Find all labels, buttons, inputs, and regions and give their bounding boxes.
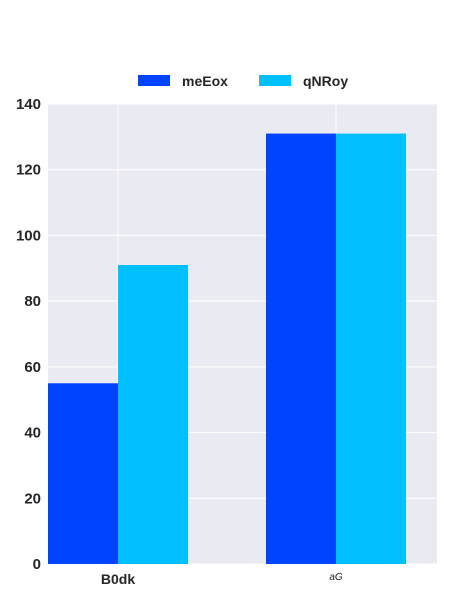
legend-label: qNRoy [303, 73, 348, 89]
legend-swatch-meEox [138, 75, 170, 86]
y-tick-label: 100 [16, 227, 41, 244]
legend: meEox qNRoy [138, 73, 348, 89]
y-tick-label: 0 [33, 556, 41, 573]
x-tick-label: aG [329, 572, 343, 583]
y-tick-label: 140 [16, 96, 41, 113]
y-tick-label: 60 [24, 359, 41, 376]
bars [48, 133, 406, 565]
y-tick-label: 20 [24, 490, 41, 507]
y-tick-label: 120 [16, 162, 41, 179]
legend-label: meEox [182, 73, 228, 89]
x-tick-label: B0dk [101, 571, 135, 587]
bar-qNRoy-aG [336, 133, 406, 565]
x-axis: B0dk aG [101, 571, 343, 587]
y-axis: 0 20 40 60 80 100 120 140 [16, 96, 41, 573]
bar-meEox-aG [266, 133, 336, 565]
y-tick-label: 40 [24, 425, 41, 442]
bar-meEox-B0dk [48, 383, 118, 564]
y-tick-label: 80 [24, 293, 41, 310]
bar-qNRoy-B0dk [118, 265, 188, 564]
legend-swatch-qNRoy [259, 75, 291, 86]
